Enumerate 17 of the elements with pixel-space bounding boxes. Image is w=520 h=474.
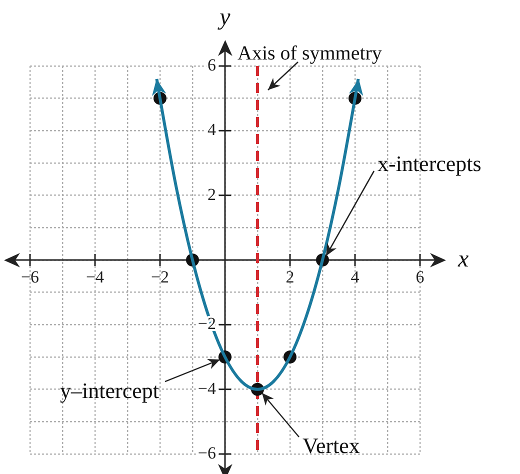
y-tick-label: 6 [208, 55, 216, 74]
x-tick-label: −2 [150, 268, 170, 287]
y-tick-label: −6 [198, 443, 216, 462]
x-axis-title: x [457, 246, 469, 272]
x-tick-label: 6 [416, 268, 424, 287]
y-tick-label: 4 [208, 120, 216, 140]
x-tick-label: −6 [20, 268, 40, 287]
y-tick-label: 2 [208, 184, 216, 204]
x-tick-label: 2 [286, 268, 294, 287]
annotation: x-intercepts [378, 150, 482, 176]
x-tick-label: 4 [350, 268, 360, 287]
x-tick-label: −4 [86, 268, 105, 287]
y-axis-title: y [218, 4, 231, 30]
annotation: Vertex [302, 433, 360, 458]
y-tick-label: −4 [198, 378, 216, 398]
ref-line-label: Axis of symmetry [238, 42, 382, 64]
annotation: y–intercept [60, 378, 159, 403]
